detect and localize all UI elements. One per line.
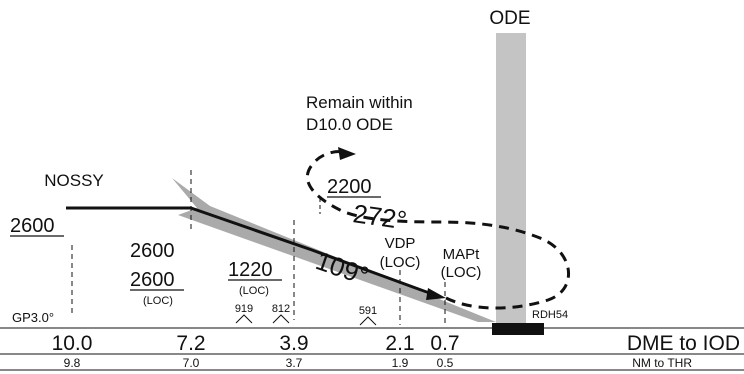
runway-threshold [492,323,544,335]
missed-approach-track [305,150,571,310]
final-descent-path [190,206,433,296]
missed-instruction-line2: D10.0 ODE [306,115,393,134]
mapt-label: MAPt [443,246,481,263]
thr-value: 1.9 [392,356,409,370]
fix-altitude-loc: (LOC) [143,295,173,307]
step-altitude-loc: (LOC) [239,285,269,297]
thr-row-label: NM to THR [632,356,692,370]
step-altitude: 1220 [228,259,273,281]
iaf-label: NOSSY [44,171,104,190]
fix-altitude-bottom: 2600 [130,269,175,291]
thr-value: 7.0 [183,356,200,370]
descent-arrowhead [426,288,446,300]
runway-label: ODE [489,8,530,29]
thr-value: 0.5 [437,356,454,370]
vdp-label: VDP [385,235,416,252]
obstacle-height: 591 [359,305,377,317]
initial-altitude: 2600 [10,215,55,237]
glidepath-angle: GP3.0° [12,310,54,325]
missed-approach-arrowhead [338,147,356,160]
outbound-course: 272° [351,198,408,235]
missed-instruction-line1: Remain within [306,93,413,112]
inbound-course: 109° [312,245,373,291]
thr-value: 3.7 [286,356,303,370]
dme-value: 10.0 [52,332,93,355]
thr-value: 9.8 [64,356,81,370]
dme-row: 10.0 7.2 3.9 2.1 0.7 DME to IOD [52,332,740,355]
fix-lines [71,170,446,325]
dme-value: 2.1 [385,332,414,355]
mapt-loc-label: (LOC) [441,264,482,281]
obstacle-marker [235,314,253,324]
vdp-loc-label: (LOC) [380,254,421,271]
dme-row-label: DME to IOD [627,332,740,355]
rdh-label: RDH54 [532,309,568,321]
obstacle-marker [359,316,377,326]
obstacle-height: 919 [235,303,253,315]
missed-altitude: 2200 [327,176,372,198]
obstacles: 919 812 591 [235,303,377,326]
obstacle-height: 812 [272,303,290,315]
runway-bar [496,33,526,324]
fix-altitude-top: 2600 [130,240,175,262]
dme-value: 3.9 [279,332,308,355]
thr-row: 9.8 7.0 3.7 1.9 0.5 NM to THR [64,356,693,370]
obstacle-marker [272,314,290,324]
dme-value: 0.7 [430,332,459,355]
dme-value: 7.2 [176,332,205,355]
